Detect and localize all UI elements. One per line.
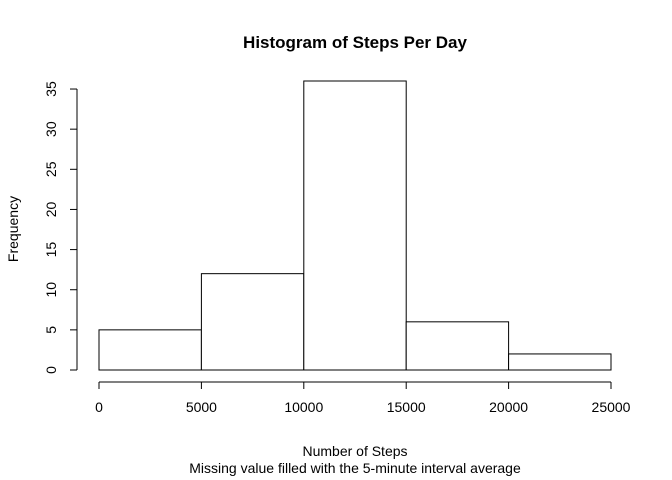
x-tick-label: 5000 <box>186 399 217 415</box>
histogram-bar-3 <box>303 80 407 371</box>
y-tick-label: 15 <box>43 242 59 258</box>
x-axis-label: Number of Steps <box>302 443 407 459</box>
y-tick-label: 10 <box>43 282 59 298</box>
y-tick-label: 5 <box>43 326 59 334</box>
y-tick-label: 20 <box>43 201 59 217</box>
histogram-bar-4 <box>405 321 510 371</box>
y-tick-label: 25 <box>43 161 59 177</box>
x-tick-label: 15000 <box>387 399 426 415</box>
y-tick-label: 0 <box>43 366 59 374</box>
y-axis: 0 5 10 15 20 25 30 35 <box>43 81 78 374</box>
histogram-bar-1 <box>98 329 202 371</box>
y-axis-label: Frequency <box>5 196 21 262</box>
x-tick-label: 0 <box>95 399 103 415</box>
y-tick-label: 30 <box>43 121 59 137</box>
x-tick-label: 25000 <box>592 399 631 415</box>
x-axis: 0 5000 10000 15000 20000 25000 <box>95 381 631 415</box>
chart-title: Histogram of Steps Per Day <box>243 33 467 52</box>
x-tick-label: 10000 <box>284 399 323 415</box>
histogram-bar-5 <box>508 353 612 371</box>
x-tick-label: 20000 <box>489 399 528 415</box>
chart-subtitle: Missing value filled with the 5-minute i… <box>189 460 521 476</box>
histogram-bar-2 <box>200 273 305 371</box>
bars-layer <box>98 80 612 371</box>
y-tick-label: 35 <box>43 81 59 97</box>
